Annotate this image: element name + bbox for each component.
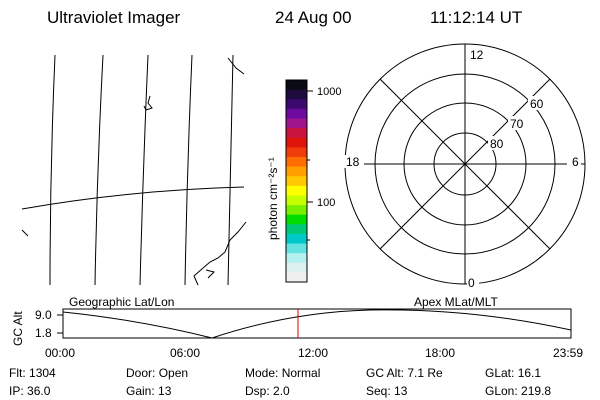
colorbar-unit-label: photon cm⁻²s⁻¹ — [266, 157, 280, 240]
status-dsp: Dsp: 2.0 — [245, 384, 290, 398]
mlat-label-60: 60 — [530, 97, 544, 111]
status-glon: GLon: 219.8 — [485, 384, 552, 398]
colorbar-segment — [286, 185, 307, 196]
x-tick-1800: 18:00 — [425, 346, 455, 360]
mlt-label-0: 0 — [468, 276, 475, 290]
status-flt: Flt: 1304 — [9, 366, 56, 380]
instrument-title: Ultraviolet Imager — [47, 8, 181, 27]
status-gc-alt: GC Alt: 7.1 Re — [366, 366, 443, 380]
polar-plot — [344, 43, 586, 285]
x-tick-2359: 23:59 — [553, 346, 583, 360]
x-tick-0000: 00:00 — [45, 346, 75, 360]
longitude-line — [94, 54, 104, 286]
colorbar-segment — [286, 166, 307, 177]
status-ip: IP: 36.0 — [9, 384, 51, 398]
colorbar-segment — [286, 214, 307, 225]
longitude-line — [227, 54, 234, 286]
coastline — [227, 57, 245, 75]
altitude-curve — [62, 309, 572, 339]
status-glat: GLat: 16.1 — [485, 366, 542, 380]
colorbar-segment — [286, 176, 307, 187]
image-time: 11:12:14 UT — [430, 8, 523, 27]
geographic-label: Geographic Lat/Lon — [69, 295, 174, 309]
colorbar-segment — [286, 272, 307, 283]
altitude-timeline — [57, 308, 572, 339]
colorbar-segment — [286, 233, 307, 245]
colorbar-segment — [286, 137, 307, 148]
colorbar-segment — [286, 108, 307, 119]
colorbar-segment — [286, 156, 307, 168]
y-tick-1.8: 1.8 — [35, 326, 52, 340]
colorbar-segment — [286, 89, 307, 100]
colorbar-segment — [286, 243, 307, 254]
status-mode: Mode: Normal — [245, 366, 321, 380]
mlt-label-12: 12 — [470, 48, 484, 62]
x-tick-0600: 06:00 — [170, 346, 200, 360]
colorbar-tick-1000: 1000 — [317, 86, 341, 98]
apex-label: Apex MLat/MLT — [414, 295, 498, 309]
status-door: Door: Open — [126, 366, 189, 380]
coastline — [21, 229, 29, 237]
longitude-line — [184, 54, 193, 286]
colorbar-segment — [286, 147, 307, 158]
colorbar-segment — [286, 253, 307, 264]
mlat-label-80: 80 — [490, 137, 504, 151]
coastline — [193, 221, 247, 286]
colorbar-segment — [286, 118, 307, 129]
colorbar-segment — [286, 99, 307, 110]
mlt-label-18: 18 — [346, 155, 360, 169]
mlat-label-70: 70 — [510, 117, 524, 131]
gc-alt-axis-title: GC Alt — [11, 311, 25, 346]
longitude-line — [49, 54, 56, 286]
colorbar-tick-100: 100 — [317, 197, 335, 209]
colorbar-segment — [286, 195, 307, 206]
colorbar-segment — [286, 205, 307, 216]
mlt-label-6: 6 — [572, 155, 579, 169]
status-seq: Seq: 13 — [366, 384, 408, 398]
colorbar-segment — [286, 128, 307, 139]
colorbar-segment — [286, 262, 307, 273]
y-tick-9: 9.0 — [35, 308, 52, 322]
coastline — [143, 95, 153, 111]
x-tick-1200: 12:00 — [298, 346, 328, 360]
colorbar-segment — [286, 224, 307, 235]
color-scale-bar — [286, 80, 307, 283]
longitude-line — [139, 54, 149, 286]
image-date: 24 Aug 00 — [275, 8, 352, 27]
geographic-map — [21, 54, 247, 286]
status-gain: Gain: 13 — [126, 384, 172, 398]
colorbar-segment — [286, 80, 307, 91]
latitude-line — [21, 186, 245, 210]
